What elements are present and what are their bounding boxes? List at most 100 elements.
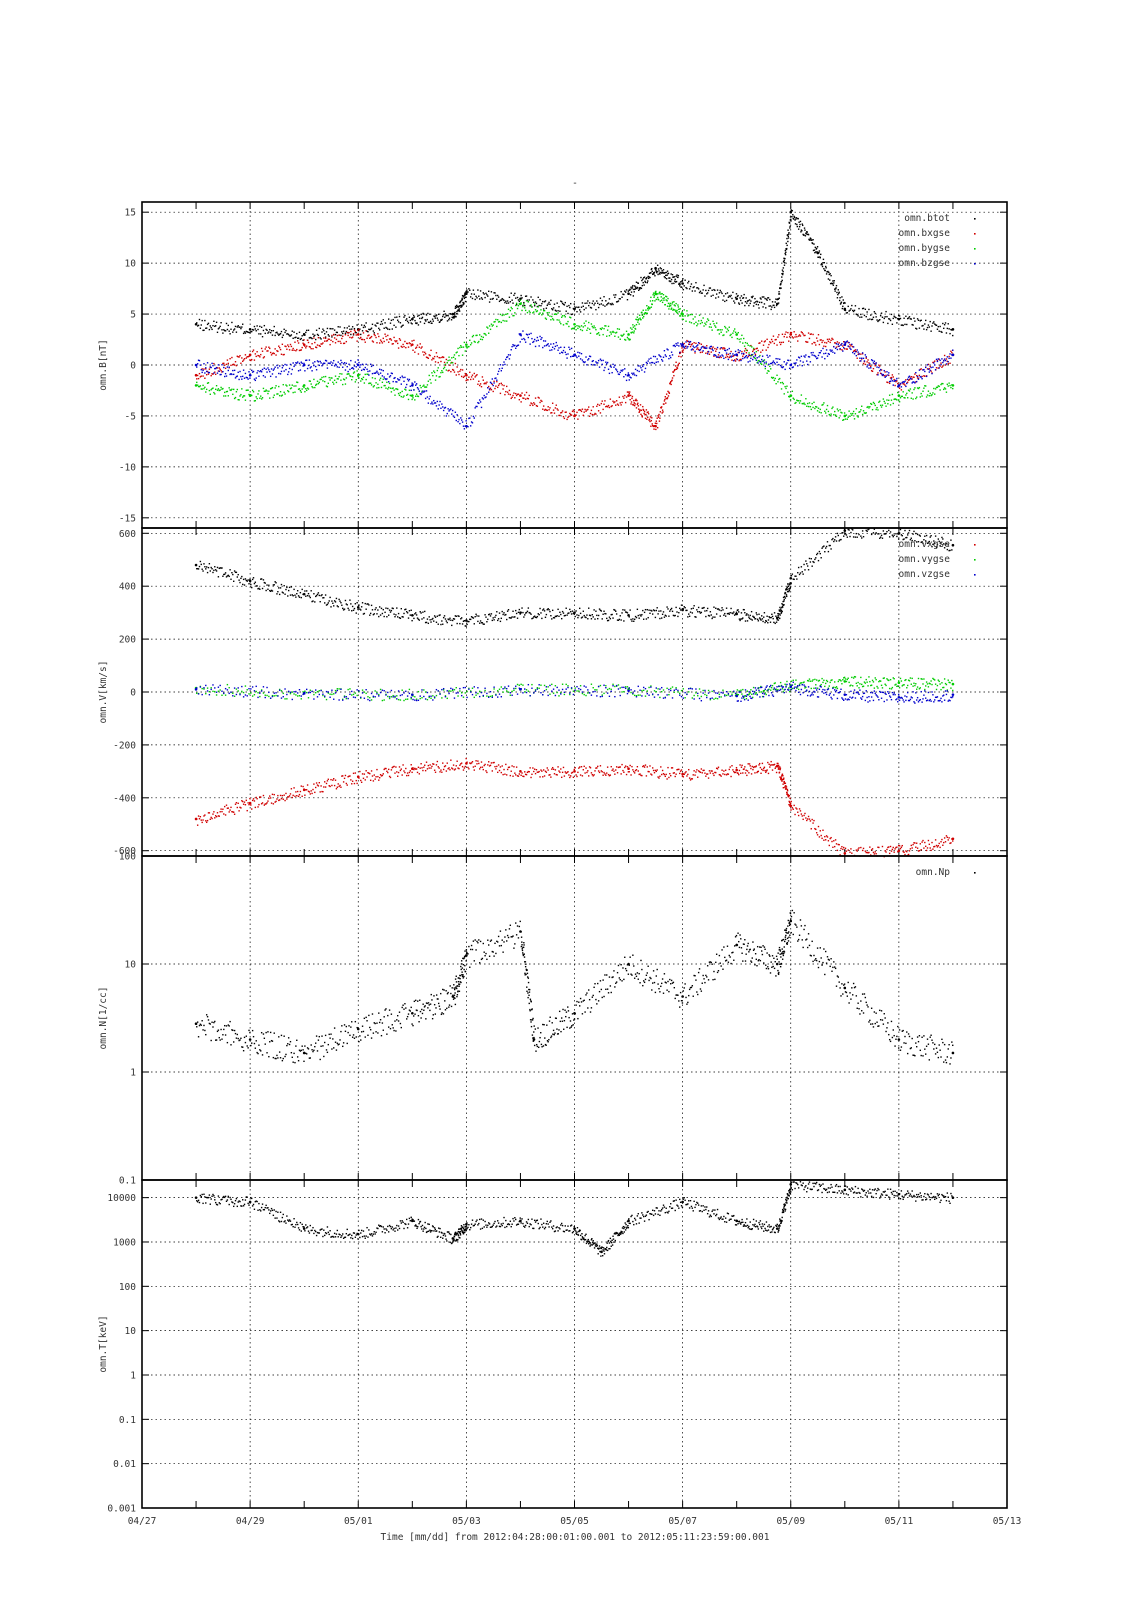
data-dot — [245, 376, 248, 379]
data-dot — [584, 772, 586, 774]
data-dot — [911, 378, 913, 380]
data-dot — [805, 817, 807, 819]
data-dot — [237, 356, 239, 358]
data-dot — [526, 311, 529, 314]
data-dot — [779, 768, 781, 771]
data-dot — [671, 354, 674, 356]
data-dot — [310, 383, 312, 385]
data-dot — [810, 333, 812, 335]
data-dot — [866, 361, 868, 363]
data-dot — [594, 302, 596, 304]
data-dot — [704, 322, 706, 324]
data-dot — [947, 363, 949, 365]
data-dot — [907, 853, 910, 856]
data-dot — [629, 327, 632, 329]
data-dot — [305, 345, 308, 347]
data-dot — [675, 368, 678, 371]
data-point — [843, 343, 847, 346]
data-dot — [285, 792, 287, 795]
data-dot — [697, 347, 699, 349]
data-dot — [197, 815, 200, 817]
data-dot — [799, 220, 802, 223]
data-dot — [381, 774, 384, 777]
data-dot — [740, 295, 743, 297]
data-dot — [859, 316, 861, 318]
data-dot — [314, 361, 316, 363]
data-dot — [388, 775, 391, 778]
data-dot — [668, 357, 670, 360]
data-dot — [815, 337, 818, 339]
data-dot — [386, 378, 388, 380]
data-dot — [716, 356, 719, 358]
data-dot — [382, 319, 384, 321]
data-dot — [922, 369, 924, 371]
data-dot — [651, 767, 654, 769]
data-dot — [721, 769, 723, 771]
data-dot — [735, 358, 738, 360]
data-dot — [532, 404, 534, 407]
data-dot — [611, 302, 613, 305]
data-dot — [812, 249, 815, 252]
data-dot — [348, 775, 350, 777]
data-dot — [399, 699, 402, 701]
data-dot — [777, 358, 779, 360]
data-dot — [746, 302, 748, 304]
data-dot — [340, 379, 342, 381]
data-dot — [239, 326, 241, 328]
data-dot — [409, 343, 412, 345]
data-dot — [890, 313, 893, 316]
data-dot — [949, 362, 951, 364]
data-dot — [789, 216, 792, 218]
data-dot — [272, 803, 275, 805]
data-dot — [763, 359, 766, 361]
data-dot — [262, 329, 265, 332]
data-dot — [930, 370, 932, 372]
data-dot — [453, 416, 456, 418]
data-dot — [743, 350, 746, 352]
data-dot — [551, 308, 553, 310]
data-dot — [300, 349, 302, 351]
data-dot — [362, 777, 365, 780]
data-dot — [679, 770, 682, 772]
data-dot — [347, 334, 349, 337]
data-dot — [888, 374, 890, 377]
data-dot — [763, 362, 766, 364]
series-omn.bxgse — [194, 328, 955, 431]
data-dot — [705, 323, 707, 326]
data-dot — [795, 217, 798, 219]
data-dot — [206, 687, 209, 689]
data-dot — [264, 332, 266, 335]
data-dot — [432, 695, 434, 697]
data-dot — [677, 342, 679, 344]
data-dot — [706, 321, 708, 323]
data-dot — [264, 803, 266, 805]
data-dot — [710, 326, 712, 328]
data-dot — [387, 768, 390, 771]
data-dot — [623, 333, 625, 335]
data-dot — [631, 395, 634, 398]
data-dot — [824, 341, 826, 344]
data-dot — [261, 368, 264, 371]
data-dot — [765, 298, 768, 300]
data-dot — [518, 398, 521, 401]
data-dot — [306, 367, 309, 370]
data-dot — [654, 422, 657, 424]
data-dot — [692, 349, 694, 351]
data-dot — [678, 362, 680, 365]
data-dot — [276, 331, 278, 333]
data-dot — [721, 292, 723, 295]
data-dot — [530, 296, 532, 298]
data-dot — [884, 316, 886, 318]
data-dot — [746, 770, 749, 772]
data-dot — [412, 314, 415, 317]
data-dot — [229, 373, 231, 376]
data-dot — [652, 294, 654, 296]
data-dot — [568, 415, 570, 418]
data-dot — [459, 764, 461, 766]
data-dot — [833, 282, 835, 284]
data-dot — [449, 769, 451, 771]
data-dot — [870, 318, 873, 321]
data-dot — [405, 767, 407, 770]
data-dot — [641, 774, 643, 777]
data-dot — [796, 808, 798, 810]
